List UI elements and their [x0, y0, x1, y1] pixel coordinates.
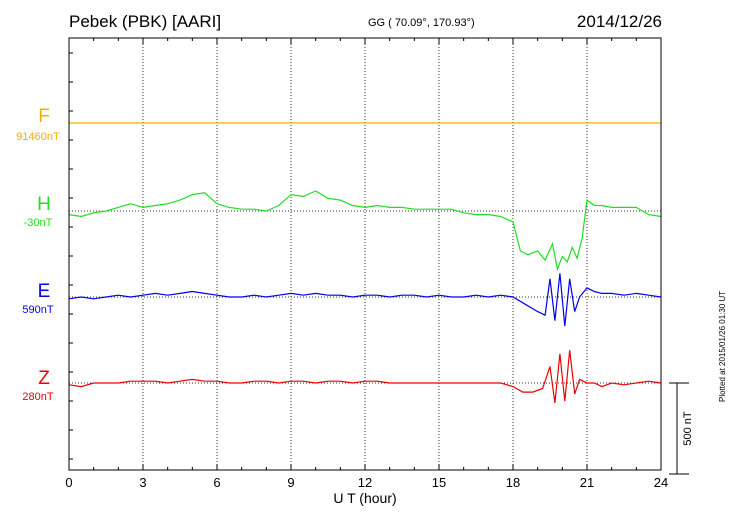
plot-date: 2014/12/26	[576, 12, 662, 31]
series-line-z	[68, 350, 662, 404]
channel-baseline-h: -30nT	[23, 217, 53, 229]
channel-baseline-f: 91460nT	[16, 131, 60, 143]
series-line-h	[68, 190, 662, 272]
channel-label-e: E	[37, 281, 51, 302]
x-tick-label: 15	[432, 475, 446, 490]
geographic-coordinates: GG ( 70.09°, 170.93°)	[368, 17, 475, 29]
x-tick-label: 24	[654, 475, 668, 490]
channel-label-h: H	[37, 194, 51, 215]
channel-label-z: Z	[38, 368, 50, 389]
series-line-e	[68, 273, 662, 327]
x-tick-label: 18	[506, 475, 520, 490]
scale-bar-label: 500 nT	[682, 411, 694, 446]
x-axis-ticks: 0 3 6 9 12 15 18 21 24	[65, 38, 668, 490]
chart-series	[68, 122, 662, 404]
channel-baseline-e: 590nT	[22, 304, 54, 316]
x-tick-label: 21	[580, 475, 594, 490]
x-axis-label: U T (hour)	[333, 490, 396, 506]
channel-baseline-z: 280nT	[22, 391, 54, 403]
x-tick-label: 12	[358, 475, 372, 490]
x-tick-label: 6	[213, 475, 220, 490]
chart-grid	[142, 38, 588, 470]
x-tick-label: 9	[287, 475, 294, 490]
channel-label-f: F	[38, 106, 50, 127]
station-title: Pebek (PBK) [AARI]	[69, 12, 222, 31]
x-tick-label: 0	[65, 475, 72, 490]
x-tick-label: 3	[139, 475, 146, 490]
scale-bar: 500 nT	[669, 382, 694, 475]
